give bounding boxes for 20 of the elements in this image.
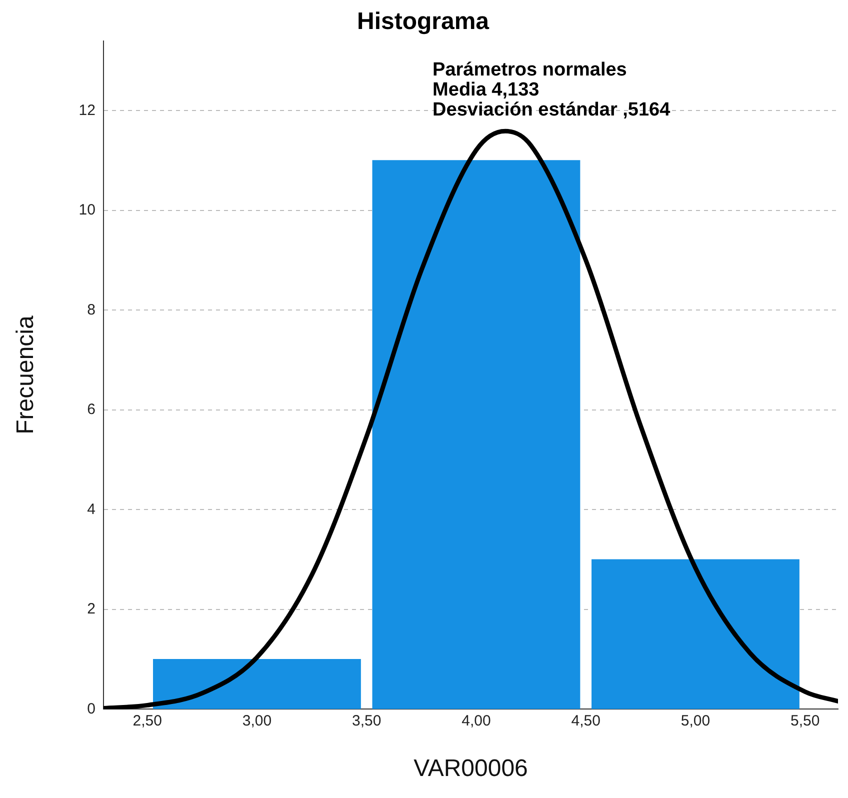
x-tick-label: 5,50: [790, 712, 820, 730]
y-tick-label: 2: [87, 600, 96, 618]
y-tick-label: 12: [78, 102, 96, 119]
x-tick-label: 3,00: [242, 712, 272, 730]
annotation: Media 4,133: [432, 80, 540, 101]
x-tick-label: 2,50: [132, 712, 162, 730]
y-tick-label: 10: [78, 202, 96, 219]
annotation: Desviación estándar ,5164: [432, 100, 671, 121]
y-tick-label: 0: [87, 700, 96, 718]
annotation: Parámetros normales: [432, 60, 627, 81]
y-tick-label: 6: [87, 401, 96, 418]
x-tick-label: 5,00: [680, 712, 710, 730]
x-tick-label: 4,00: [462, 712, 491, 730]
x-tick-label: 4,50: [571, 712, 600, 730]
y-tick-label: 8: [87, 301, 96, 318]
x-tick-label: 3,50: [352, 712, 382, 730]
x-axis-title: VAR00006: [414, 755, 528, 782]
y-axis-title: Frecuencia: [12, 314, 40, 434]
y-tick-label: 4: [87, 500, 96, 518]
chart-title: Histograma: [356, 8, 490, 36]
